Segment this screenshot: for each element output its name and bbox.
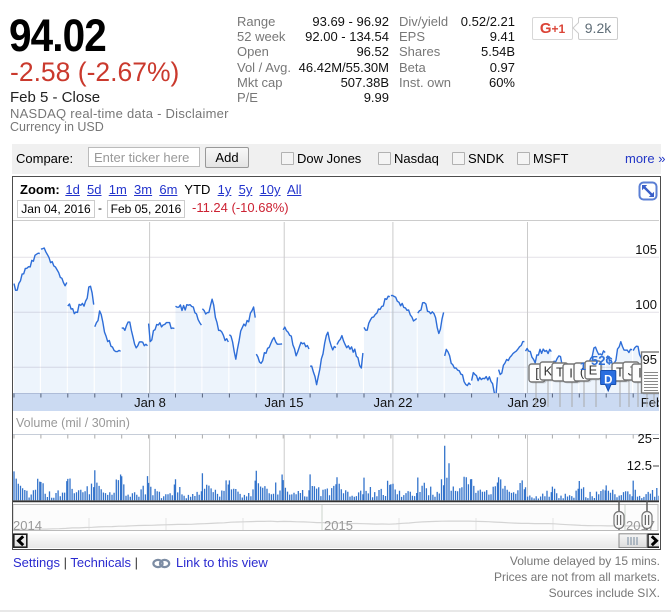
svg-text:12.5: 12.5 [627, 458, 652, 473]
svg-text:105: 105 [635, 242, 657, 257]
svg-text:I: I [569, 366, 573, 381]
svg-text:Volume (mil / 30min): Volume (mil / 30min) [16, 416, 130, 430]
svg-text:25: 25 [638, 431, 652, 446]
svg-text:52¢: 52¢ [591, 353, 613, 368]
svg-text:T: T [616, 365, 624, 380]
svg-text:2015: 2015 [324, 518, 353, 533]
svg-text:95: 95 [643, 352, 657, 367]
svg-text:2014: 2014 [13, 518, 42, 533]
svg-text:Jan 29: Jan 29 [507, 395, 546, 410]
svg-text:D: D [604, 375, 612, 387]
svg-text:l: l [639, 366, 642, 381]
svg-text:1: 1 [580, 361, 586, 373]
svg-text:[: [ [535, 366, 539, 381]
svg-text:Jan 22: Jan 22 [373, 395, 412, 410]
svg-text:K: K [544, 364, 553, 379]
svg-text:(: ( [580, 365, 585, 380]
svg-text:J: J [628, 364, 635, 379]
svg-text:Feb: Feb [641, 395, 659, 410]
svg-text:Jan 15: Jan 15 [264, 395, 303, 410]
svg-text:T: T [556, 365, 564, 380]
svg-text:100: 100 [635, 297, 657, 312]
svg-text:Jan 8: Jan 8 [134, 395, 166, 410]
svg-text:E: E [589, 363, 598, 378]
